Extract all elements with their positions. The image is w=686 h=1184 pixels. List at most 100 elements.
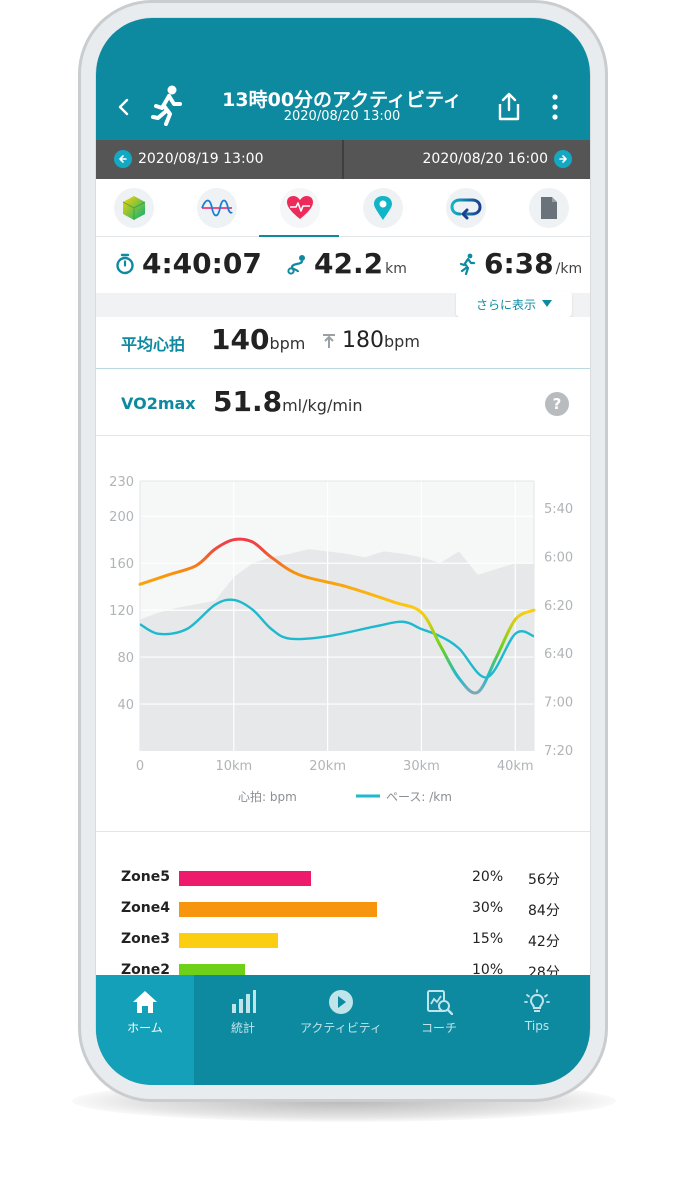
right-tick-label: 6:20 [544,599,573,614]
arrow-left-icon [114,150,132,168]
zone-percent: 15% [472,931,504,947]
show-more-button[interactable]: さらに表示 [456,291,572,317]
active-tab-indicator [259,235,339,238]
elevation-area [140,549,534,751]
avg-hr-number: 140 [211,323,270,356]
activity-tabs [96,179,590,238]
help-icon: ? [552,395,562,413]
heart-icon [287,196,313,219]
pace-stat: 6:38 /km [456,247,582,280]
zone-minutes: 84分 [528,903,560,919]
route-icon [287,254,305,275]
date-end[interactable]: 2020/08/20 16:00 [422,150,572,168]
nav-stats[interactable]: 統計 [194,975,292,1085]
x-tick-label: 10km [215,759,252,774]
x-tick-label: 0 [136,759,144,774]
runner-icon [150,84,184,126]
share-button[interactable] [496,90,522,122]
heart-rate-row: 平均心拍 140bpm 180bpm [96,317,590,369]
zone-minutes: 56分 [528,872,560,888]
tab-laps[interactable] [446,188,486,228]
tab-graph[interactable] [197,188,237,228]
date-range-bar: 2020/08/19 13:00 2020/08/20 16:00 [96,140,590,179]
play-circle-icon [329,990,353,1014]
vo2max-label: VO2max [121,394,196,413]
vo2max-row: VO2max 51.8ml/kg/min ? [96,370,590,436]
max-arrow-icon [323,334,335,348]
legend-hr-label: 心拍: bpm [238,789,297,804]
distance-unit: km [385,261,407,277]
nav-activity[interactable]: アクティビティ [292,975,390,1085]
zone-bar [179,933,278,948]
zone-percent: 10% [472,962,504,978]
arrow-right-icon [554,150,572,168]
right-tick-label: 7:20 [544,744,573,759]
heart-rate-line [138,537,536,695]
document-icon [541,197,557,219]
loop-icon [450,198,482,220]
share-icon [498,92,520,121]
bottom-navigation: ホーム 統計 アクティビティ コーチ [96,975,590,1085]
x-tick-label: 30km [403,759,440,774]
tab-map[interactable] [363,188,403,228]
x-tick-label: 20km [309,759,346,774]
runner-small-icon [459,253,476,275]
tab-notes[interactable] [529,188,569,228]
zone-minutes: 42分 [528,934,560,950]
help-button[interactable]: ? [545,392,569,416]
date-end-label: 2020/08/20 16:00 [422,151,549,167]
right-tick-label: 6:40 [544,647,573,662]
caret-down-icon [542,300,552,307]
nav-coach-label: コーチ [420,1021,457,1035]
nav-home[interactable]: ホーム [96,975,194,1085]
nav-activity-label: アクティビティ [300,1021,382,1035]
left-tick-label: 120 [109,604,134,619]
hr-pace-chart: 230 200 160 120 80 40 5:40 6:00 6:20 6:40 7:00 7:20… [96,437,590,832]
max-hr-number: 180 [342,328,384,353]
left-tick-label: 40 [117,698,134,713]
coach-icon [427,990,453,1015]
zone-percent: 30% [472,900,504,916]
pace-value: 6:38 [484,247,554,280]
right-tick-label: 5:40 [544,502,573,517]
distance-stat: 42.2 km [286,247,407,280]
zone-percent: 20% [472,869,504,885]
left-tick-label: 160 [109,557,134,572]
home-icon [133,991,157,1013]
zone-name: Zone4 [121,900,170,916]
vo2max-value: 51.8ml/kg/min [213,385,363,418]
nav-tips[interactable]: Tips [488,975,586,1085]
hr-zones: Zone5 20% 56分 Zone4 30% 84分 Zone3 15% 42分 Zone2 10… [96,833,590,993]
nav-coach[interactable]: コーチ [390,975,488,1085]
activity-summary: 4:40:07 42.2 km 6:38 /km [96,237,590,293]
tab-heart-rate[interactable] [280,188,320,228]
app-screen: 13時00分のアクティビティ 2020/08/20 13:00 2020/08/… [96,18,590,1085]
nav-stats-label: 統計 [230,1021,255,1035]
legend-pace-label: ペース: /km [386,790,452,804]
zone-name: Zone3 [121,931,170,947]
zone-name: Zone5 [121,869,170,885]
date-start[interactable]: 2020/08/19 13:00 [114,150,264,168]
back-button[interactable] [112,92,136,122]
zone-name: Zone2 [121,962,170,978]
left-tick-label: 80 [117,651,134,666]
more-menu-button[interactable] [546,92,564,122]
show-more-label: さらに表示 [475,297,536,312]
pace-line [139,598,535,679]
chart-svg: 230 200 160 120 80 40 5:40 6:00 6:20 6:40 7:00 7:20… [109,475,573,804]
more-vertical-icon [552,94,558,120]
nav-tips-label: Tips [524,1019,550,1033]
zone-bar [179,902,377,917]
zone-row: Zone4 30% 84分 [96,898,590,922]
avg-hr-label: 平均心拍 [121,335,186,354]
tab-summary[interactable] [114,188,154,228]
duration-stat: 4:40:07 [114,247,262,280]
location-pin-icon [374,196,392,220]
x-tick-label: 40km [497,759,534,774]
page-subtitle: 2020/08/20 13:00 [283,109,401,124]
zone-bar [179,871,311,886]
stopwatch-icon [116,253,134,274]
duration-value: 4:40:07 [142,247,262,280]
avg-hr-unit: bpm [269,334,306,353]
chevron-left-icon [118,98,129,116]
